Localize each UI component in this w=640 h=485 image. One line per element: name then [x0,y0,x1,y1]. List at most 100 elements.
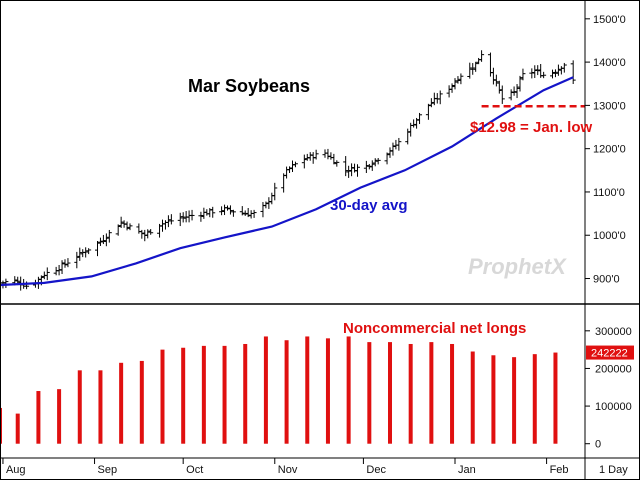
price-bar [532,65,538,79]
price-y-tick-label: 1400'0 [593,57,626,69]
net-long-bar [408,343,413,444]
price-bar [493,74,499,87]
watermark-logo: ProphetX [468,254,567,279]
price-bar [529,68,535,79]
price-bar [570,60,576,85]
cot-chart-title: Noncommercial net longs [343,320,526,337]
price-bar [124,221,130,231]
price-bar [452,78,458,90]
price-bar [561,62,567,73]
price-bar [251,209,257,218]
net-long-bar [222,345,227,444]
price-bar [103,233,109,247]
price-bar [145,229,151,239]
price-bar [83,247,89,258]
net-long-bar [36,391,41,444]
price-bar [511,86,517,96]
x-tick-label: Sep [98,464,118,476]
interval-label: 1 Day [599,464,628,476]
price-bar [425,103,431,120]
price-bar [100,234,106,245]
price-bar [555,64,561,76]
net-long-bar [429,342,434,444]
price-bar [77,247,83,261]
price-bar [449,83,455,93]
price-bar [550,69,555,79]
price-bar [86,248,92,255]
cot-y-tick-label: 200000 [595,363,632,375]
price-bar [313,149,319,160]
price-bar [272,182,278,201]
price-bar [396,137,402,151]
net-long-bar [325,338,330,444]
price-bar [95,241,100,257]
price-bar [115,224,121,236]
price-bar [263,201,269,209]
price-bar [499,85,505,104]
price-bar [375,158,381,165]
price-bar [180,212,186,223]
price-bar [59,260,65,274]
price-bar [390,142,396,156]
price-bar [65,258,71,268]
price-bar [242,210,248,216]
price-bar [3,278,9,289]
x-tick-label: Dec [366,464,386,476]
price-bar [346,165,352,178]
price-bar [230,209,236,217]
net-long-bar [284,340,289,444]
price-bar [428,98,434,108]
price-bar [139,229,145,239]
price-bar [479,50,485,62]
price-bar [552,69,558,78]
avg-line-label: 30-day avg [330,197,408,214]
price-bar [148,229,154,235]
net-long-bar [491,355,496,444]
net-long-bar [139,360,144,444]
price-bar [411,119,417,128]
net-long-bar [263,336,268,444]
last-value-box [586,345,634,360]
price-bar [541,71,547,79]
net-long-bar [553,352,558,444]
price-bar [517,75,523,92]
jan-low-label: $12.98 = Jan. low [470,119,592,136]
price-bar [470,63,476,75]
price-y-tick-label: 1300'0 [593,100,626,112]
net-long-bar [160,349,165,444]
x-tick-label: Jan [458,464,476,476]
net-long-bar [15,413,20,444]
price-bar [44,267,50,281]
price-bar [467,62,473,79]
moving-average-line [0,76,574,287]
price-bar [219,206,225,216]
price-bar [384,152,390,165]
price-bar [292,161,298,168]
x-tick-label: Oct [186,464,203,476]
price-bar [473,61,479,72]
price-y-tick-label: 1500'0 [593,14,626,26]
cot-y-tick-label: 0 [595,439,601,451]
net-long-bar [305,336,310,444]
price-bar [363,160,369,173]
net-long-bar [181,347,186,444]
net-long-bar [77,370,82,444]
net-long-bar [119,362,124,444]
price-bar [535,65,541,76]
net-long-bar [388,342,392,444]
last-value-label: 242222 [591,348,628,360]
price-chart-title: Mar Soybeans [188,76,310,96]
net-long-bar [201,345,206,444]
price-bar [343,156,349,177]
price-bar [62,259,68,268]
price-bar [245,208,251,218]
price-y-tick-label: 1100'0 [593,187,625,199]
price-bar [496,80,502,94]
price-bar [437,90,443,105]
price-bar [227,205,233,215]
price-bar [490,67,496,85]
net-long-bar [470,351,475,444]
price-bar [225,205,230,211]
price-bar [366,163,372,170]
